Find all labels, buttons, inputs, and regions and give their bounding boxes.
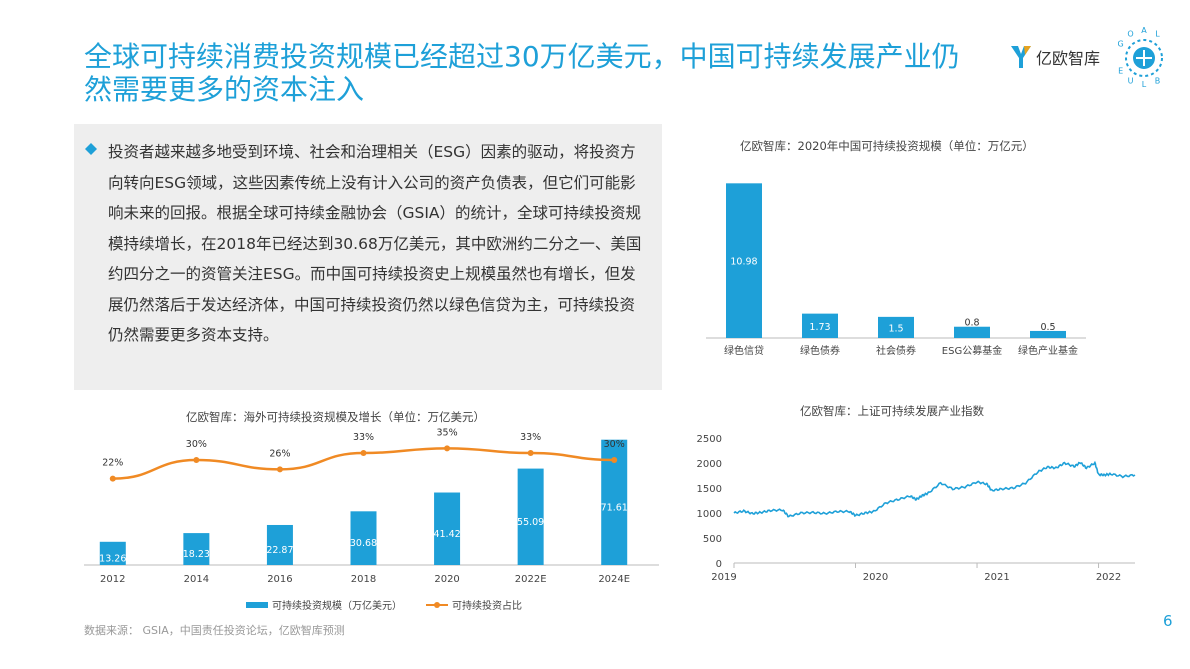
share-data-label: 33% [520,432,541,443]
share-point [193,457,200,463]
bar [350,511,377,565]
bar [954,326,990,338]
bar [517,468,544,565]
index-line-chart: 2500 2000 1500 1000 500 0 2019 2020 2021 2022 [697,434,1136,583]
legend-line-label: 可持续投资占比 [452,601,522,612]
page-number: 6 [1163,612,1173,630]
description-box [74,124,662,390]
logo-icon [1011,46,1031,68]
legend-line-swatch [426,601,448,608]
bar [726,183,762,338]
overseas-chart-legend: 可持续投资规模（万亿美元） 可持续投资占比 [246,597,522,612]
bar-data-label: 22.87 [266,545,293,556]
china-chart-title: 亿欧智库：2020年中国可持续投资规模（单位：万亿元） [740,139,1034,153]
data-label: 10.98 [730,257,757,268]
y-tick-label: 1000 [697,509,722,520]
description-text: 投资者越来越多地受到环境、社会和治理相关（ESG）因素的驱动，将投资方向转向ES… [108,143,642,344]
data-label: 1.5 [888,323,903,334]
badge-letter: E [1118,67,1123,76]
x-tick-label: 2012 [100,574,125,585]
y-tick-label: 2000 [697,459,722,470]
bar [878,316,914,338]
badge-letter: A [1141,26,1147,35]
share-data-label: 26% [269,448,290,459]
bar-data-label: 13.26 [99,553,126,564]
bar [434,492,461,565]
share-point [444,445,451,452]
x-tick-label: 2024E [598,574,630,585]
bar [802,313,838,338]
index-chart-title: 亿欧智库：上证可持续发展产业指数 [800,404,984,418]
share-data-label: 30% [604,439,625,450]
bar [1030,330,1066,338]
overseas-investment-combo-chart: 13.26 2012 18.23 2014 22.87 2016 30.68 2018 41.4… [84,427,659,585]
x-tick-label: 2022E [515,574,547,585]
x-tick-label: 2020 [863,572,888,583]
share-point [360,450,367,456]
share-data-label: 33% [353,432,374,443]
legend-bar-swatch [246,601,268,608]
x-tick-label: 2022 [1096,572,1121,583]
y-tick-label: 0 [716,559,722,570]
bar [99,541,126,565]
badge-letter: L [1155,30,1160,39]
index-line [733,460,1136,518]
x-tick-label: 2014 [184,574,209,585]
x-tick-label: 2020 [434,574,459,585]
logo: 亿欧智库 [1010,44,1100,70]
bar [183,533,210,565]
x-tick-label: 社会债券 [876,344,916,357]
data-label: 1.73 [809,322,830,333]
x-tick-label: 绿色信贷 [724,344,764,357]
badge-letter: B [1155,76,1161,85]
share-data-label: 35% [437,427,458,438]
page-title: 全球可持续消费投资规模已经超过30万亿美元，中国可持续发展产业仍然需要更多的资本… [84,40,960,106]
bar [266,524,293,565]
y-tick-label: 1500 [697,484,722,495]
badge-letter: G [1118,40,1124,49]
x-tick-label: ESG公募基金 [942,344,1002,357]
data-label: 0.8 [964,318,979,329]
bar-data-label: 18.23 [183,549,210,560]
badge-letter: L [1142,80,1147,89]
y-tick-label: 500 [703,534,722,545]
bar-data-label: 30.68 [350,538,377,549]
data-label: 0.5 [1040,322,1055,333]
y-tick-label: 2500 [697,434,722,445]
share-point [109,475,116,482]
x-tick-label: 2021 [984,572,1009,583]
x-tick-label: 2019 [711,572,736,583]
bar-data-label: 41.42 [433,529,460,540]
x-tick-label: 2018 [351,574,376,585]
share-point [276,466,283,473]
diamond-bullet-icon [85,143,97,155]
x-tick-label: 绿色产业基金 [1018,344,1078,357]
badge-letter: U [1128,76,1134,85]
legend-bar-label: 可持续投资规模（万亿美元） [272,601,402,612]
badge-letter: O [1127,30,1133,39]
share-data-label: 22% [102,458,123,469]
share-data-label: 30% [186,439,207,450]
bar-data-label: 55.09 [517,517,544,528]
data-source: 数据来源： GSIA，中国责任投资论坛，亿欧智库预测 [84,624,345,637]
x-tick-label: 绿色债券 [800,344,840,357]
share-point [611,457,618,463]
overseas-chart-title: 亿欧智库：海外可持续投资规模及增长（单位：万亿美元） [186,410,485,424]
logo-text: 亿欧智库 [1036,49,1101,68]
china-investment-bar-chart: 10.98 绿色信贷 1.73 绿色债券 1.5 社会债券 0.8 ESG公募基金 0.5 绿色产… [706,183,1086,357]
bar-data-label: 71.61 [601,502,628,513]
share-point [527,450,534,456]
x-tick-label: 2016 [267,574,292,585]
